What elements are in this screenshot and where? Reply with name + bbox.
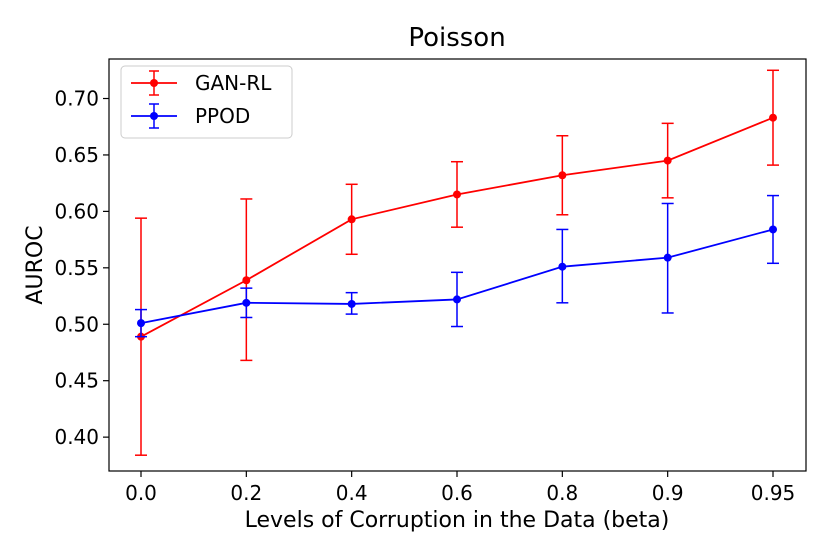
y-tick-label: 0.45: [54, 369, 99, 393]
series-gan-rl: [135, 69, 779, 456]
x-tick-label: 0.0: [125, 481, 157, 505]
legend-marker: [150, 79, 158, 87]
y-axis: 0.40 0.45 0.50 0.55 0.60 0.65 0.70: [54, 87, 109, 449]
data-point: [453, 295, 461, 304]
legend-label: PPOD: [195, 104, 250, 128]
data-point: [242, 298, 251, 307]
x-tick-label: 0.8: [546, 481, 578, 505]
legend-frame: [120, 65, 293, 139]
legend-marker: [150, 112, 158, 120]
y-tick-label: 0.70: [54, 87, 99, 111]
y-tick-label: 0.55: [54, 256, 99, 280]
data-point: [242, 276, 251, 285]
x-tick-label: 0.6: [441, 481, 473, 505]
x-axis: 0.0 0.2 0.4 0.6 0.8 0.9 0.95: [125, 471, 795, 505]
y-tick-label: 0.65: [54, 143, 99, 167]
data-point: [769, 225, 777, 234]
x-tick-label: 0.95: [751, 481, 796, 505]
y-axis-label: AUROC: [23, 225, 48, 304]
y-tick-label: 0.60: [54, 199, 99, 223]
data-point: [453, 190, 461, 199]
y-tick-label: 0.50: [54, 312, 99, 336]
data-point: [347, 215, 356, 224]
plot-area: [135, 69, 779, 456]
data-point: [558, 262, 567, 271]
data-point: [137, 319, 145, 328]
x-axis-label: Levels of Corruption in the Data (beta): [245, 508, 670, 533]
legend-label: GAN-RL: [195, 71, 272, 95]
data-point: [769, 113, 777, 122]
chart-title: Poisson: [408, 23, 505, 53]
y-tick-label: 0.40: [54, 425, 99, 449]
x-tick-label: 0.2: [230, 481, 262, 505]
legend: GAN-RL PPOD: [120, 65, 293, 139]
data-point: [663, 253, 672, 262]
data-point: [558, 171, 567, 180]
x-tick-label: 0.9: [652, 481, 684, 505]
series-ppod: [135, 194, 779, 338]
data-point: [663, 156, 672, 165]
x-tick-label: 0.4: [336, 481, 368, 505]
data-point: [347, 299, 356, 308]
